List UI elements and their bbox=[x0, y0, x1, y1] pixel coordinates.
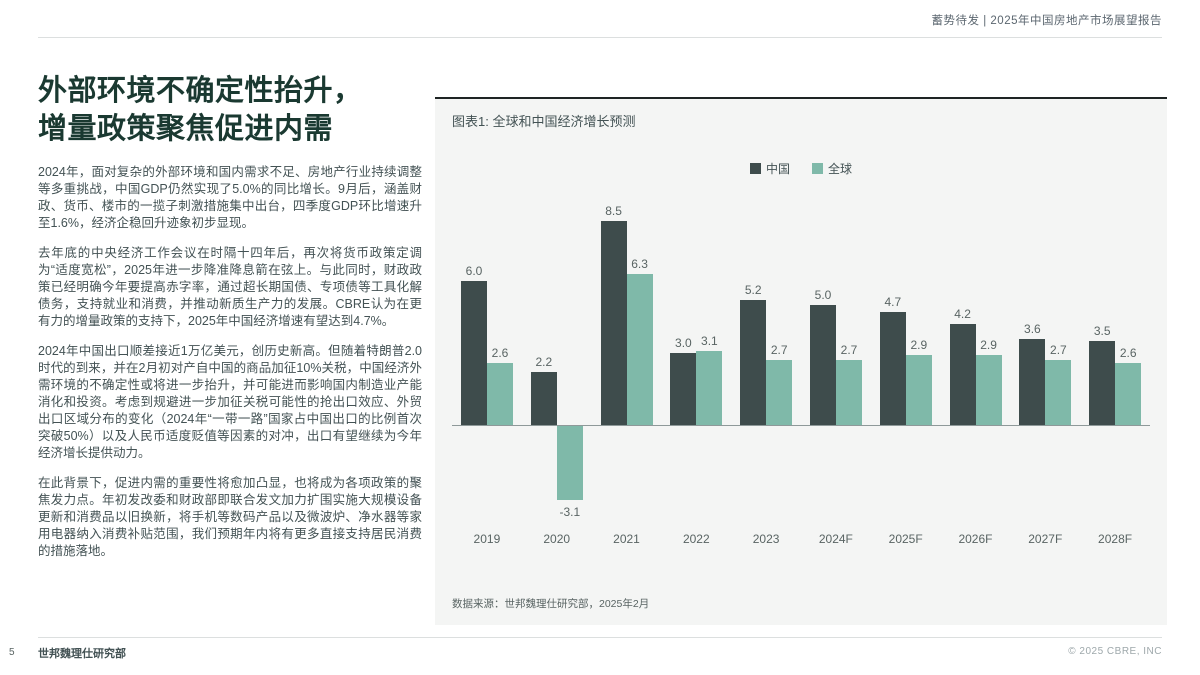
footer-company: 世邦魏理仕研究部 bbox=[38, 648, 126, 660]
x-tick-2022: 2022 bbox=[682, 532, 710, 546]
bar-value-label-中国-2025F: 4.7 bbox=[884, 295, 902, 310]
x-tick-2020: 2020 bbox=[543, 532, 571, 546]
x-tick-2026F: 2026F bbox=[958, 532, 993, 546]
bar-中国-2024F bbox=[810, 305, 836, 425]
bar-全球-2028F bbox=[1115, 362, 1142, 425]
page-number: 5 bbox=[9, 647, 15, 658]
chart-panel: 图表1: 全球和中国经济增长预测 中国 全球 6.0 2.6 2.2 -3.1 8.5 6.… bbox=[435, 97, 1167, 625]
legend-item-中国: 中国 bbox=[749, 160, 790, 177]
paragraph-2: 去年底的中央经济工作会议在时隔十四年后，再次将货币政策定调为“适度宽松”，202… bbox=[38, 245, 422, 328]
report-header-title: 蓄势待发 | 2025年中国房地产市场展望报告 bbox=[931, 15, 1162, 27]
bar-value-label-中国-2021: 8.5 bbox=[605, 204, 622, 218]
bar-value-label-中国-2027F: 3.6 bbox=[1024, 321, 1041, 336]
chart-title: 图表1: 全球和中国经济增长预测 bbox=[452, 114, 636, 129]
bar-全球-2019 bbox=[487, 362, 513, 425]
header-divider bbox=[38, 37, 1162, 38]
bar-value-label-中国-2020: 2.2 bbox=[535, 355, 553, 370]
footer-copyright: © 2025 CBRE, INC bbox=[1068, 646, 1162, 657]
bar-value-label-中国-2028F: 3.5 bbox=[1093, 324, 1111, 338]
legend-label: 全球 bbox=[828, 162, 853, 176]
paragraph-3: 2024年中国出口顺差接近1万亿美元，创历史新高。但随着特朗普2.0时代的到来，… bbox=[38, 343, 422, 460]
bar-中国-2025F bbox=[879, 312, 906, 425]
bar-value-label-全球-2023: 2.7 bbox=[770, 343, 788, 358]
article-title-line2: 增量政策聚焦促进内需 bbox=[38, 113, 334, 146]
article-title: 外部环境不确定性抬升， 增量政策聚焦促进内需 bbox=[38, 72, 422, 149]
bar-全球-2026F bbox=[975, 355, 1002, 425]
bar-全球-2027F bbox=[1045, 360, 1072, 425]
bar-中国-2019 bbox=[461, 281, 487, 425]
article-body: 2024年，面对复杂的外部环境和国内需求不足、房地产行业持续调整等多重挑战，中国… bbox=[38, 164, 422, 560]
x-tick-2023: 2023 bbox=[752, 532, 780, 546]
legend-swatch-icon bbox=[749, 163, 761, 174]
bar-中国-2027F bbox=[1019, 338, 1046, 425]
bar-中国-2020 bbox=[530, 372, 557, 425]
bar-value-label-全球-2026F: 2.9 bbox=[980, 338, 997, 353]
bar-全球-2021 bbox=[626, 273, 653, 425]
x-tick-2027F: 2027F bbox=[1028, 532, 1063, 546]
bar-全球-2024F bbox=[836, 360, 862, 425]
bar-value-label-中国-2022: 3.0 bbox=[675, 336, 692, 350]
x-axis-line bbox=[452, 425, 1150, 426]
bar-value-label-全球-2019: 2.6 bbox=[491, 345, 509, 360]
bar-中国-2022 bbox=[670, 353, 697, 425]
bar-中国-2028F bbox=[1089, 341, 1116, 425]
legend-swatch-icon bbox=[812, 163, 823, 174]
bar-value-label-全球-2024F: 2.7 bbox=[840, 343, 858, 358]
bar-value-label-中国-2019: 6.0 bbox=[465, 264, 483, 278]
bar-value-label-全球-2025F: 2.9 bbox=[910, 338, 928, 353]
bar-中国-2021 bbox=[600, 221, 627, 425]
paragraph-4: 在此背景下，促进内需的重要性将愈加凸显，也将成为各项政策的聚焦发力点。年初发改委… bbox=[38, 475, 422, 558]
plot-area: 6.0 2.6 2.2 -3.1 8.5 6.3 3.0 3.1 5.2 2.7 5.0 2.7 4.7… bbox=[452, 191, 1150, 523]
footer-divider bbox=[38, 637, 1162, 638]
x-tick-2025F: 2025F bbox=[888, 532, 923, 546]
x-axis-labels: 2019 2020 2021 2022 2023 2024F 2025F 2026F 2027F… bbox=[452, 532, 1150, 546]
bar-value-label-全球-2021: 6.3 bbox=[631, 256, 648, 271]
paragraph-1: 2024年，面对复杂的外部环境和国内需求不足、房地产行业持续调整等多重挑战，中国… bbox=[38, 164, 422, 230]
x-tick-2019: 2019 bbox=[473, 532, 501, 546]
chart-source: 数据来源：世邦魏理仕研究部，2025年2月 bbox=[452, 598, 650, 610]
bar-中国-2026F bbox=[949, 324, 976, 425]
x-tick-2028F: 2028F bbox=[1098, 532, 1133, 546]
bar-value-label-全球-2022: 3.1 bbox=[701, 333, 718, 348]
bar-value-label-中国-2026F: 4.2 bbox=[954, 307, 971, 322]
legend-item-全球: 全球 bbox=[812, 160, 852, 177]
x-tick-2021: 2021 bbox=[613, 532, 640, 546]
chart-legend: 中国 全球 bbox=[452, 160, 1150, 177]
bar-全球-2023 bbox=[766, 360, 793, 425]
bar-value-label-中国-2023: 5.2 bbox=[744, 283, 762, 298]
bar-全球-2025F bbox=[905, 355, 932, 425]
bar-value-label-全球-2020: -3.1 bbox=[559, 505, 581, 520]
bar-value-label-全球-2027F: 2.7 bbox=[1050, 343, 1067, 358]
bar-中国-2023 bbox=[740, 300, 767, 425]
bar-全球-2022 bbox=[696, 350, 723, 425]
bar-value-label-全球-2028F: 2.6 bbox=[1119, 345, 1137, 360]
article-column: 外部环境不确定性抬升， 增量政策聚焦促进内需 2024年，面对复杂的外部环境和国… bbox=[38, 72, 422, 573]
legend-label: 中国 bbox=[765, 162, 790, 176]
bar-全球-2020 bbox=[556, 426, 583, 501]
article-title-line1: 外部环境不确定性抬升， bbox=[38, 75, 363, 107]
bar-value-label-中国-2024F: 5.0 bbox=[814, 288, 832, 302]
x-tick-2024F: 2024F bbox=[818, 532, 853, 546]
